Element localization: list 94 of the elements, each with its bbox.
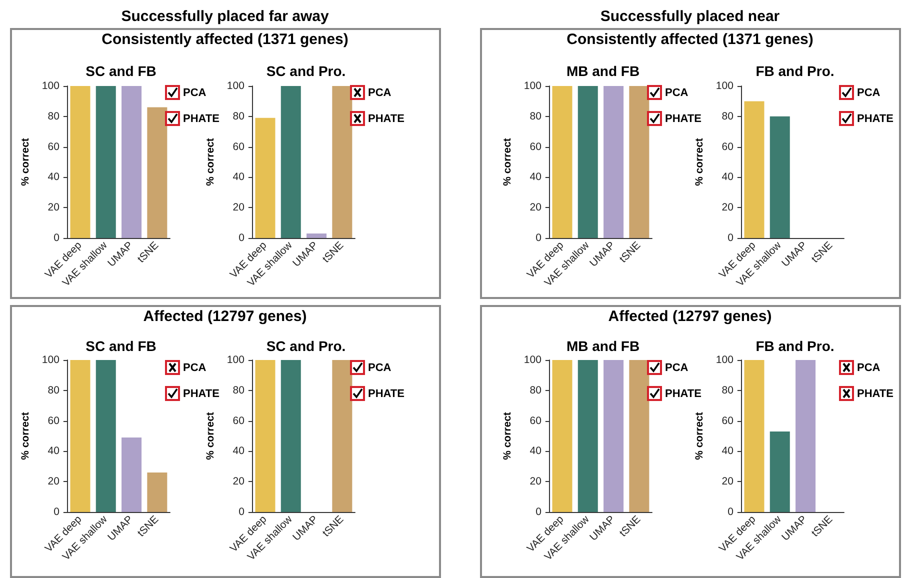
y-tick-label: 40 bbox=[722, 445, 734, 458]
y-tick-label: 80 bbox=[232, 110, 245, 122]
y-tick-label: 40 bbox=[48, 445, 60, 458]
text: PHATE bbox=[857, 388, 894, 400]
bar bbox=[255, 118, 276, 238]
y-tick-label: 0 bbox=[238, 232, 245, 244]
text: PHATE bbox=[368, 112, 404, 124]
text: PCA bbox=[368, 86, 392, 98]
y-tick-label: 60 bbox=[48, 140, 60, 153]
chart-title: SC and Pro. bbox=[266, 338, 346, 354]
text: PCA bbox=[183, 362, 206, 374]
y-tick-label: 20 bbox=[530, 476, 542, 488]
text: PHATE bbox=[183, 388, 220, 400]
y-tick-label: 0 bbox=[536, 232, 542, 244]
text: PHATE bbox=[665, 112, 702, 124]
chart-title: SC and FB bbox=[86, 63, 156, 79]
text: PCA bbox=[665, 86, 688, 98]
y-tick-label: 100 bbox=[42, 80, 60, 92]
text: PHATE bbox=[368, 388, 404, 400]
y-tick-label: 0 bbox=[54, 232, 60, 244]
y-tick-label: 0 bbox=[728, 506, 734, 518]
y-tick-label: 40 bbox=[722, 171, 734, 184]
bar bbox=[147, 472, 168, 512]
y-tick-label: 80 bbox=[48, 110, 60, 122]
y-tick-label: 20 bbox=[232, 202, 245, 214]
text: PCA bbox=[857, 86, 880, 98]
y-tick-label: 80 bbox=[722, 110, 734, 122]
y-tick-label: 40 bbox=[530, 171, 542, 184]
y-tick-label: 60 bbox=[530, 140, 542, 153]
text: Affected (12797 genes) bbox=[143, 308, 307, 325]
y-tick-label: 20 bbox=[48, 476, 60, 488]
y-tick-label: 20 bbox=[232, 476, 245, 488]
chart-title: MB and FB bbox=[566, 338, 640, 354]
text: PHATE bbox=[857, 112, 894, 124]
bar bbox=[306, 233, 327, 238]
y-axis-title: % correct bbox=[204, 412, 216, 460]
bar bbox=[332, 86, 352, 238]
text: Consistently affected (1371 genes) bbox=[102, 31, 348, 48]
y-tick-label: 100 bbox=[524, 80, 542, 92]
y-axis-title: % correct bbox=[20, 138, 32, 186]
y-tick-label: 80 bbox=[722, 384, 734, 396]
y-tick-label: 100 bbox=[716, 354, 734, 366]
text: PCA bbox=[857, 362, 880, 374]
text: Consistently affected (1371 genes) bbox=[566, 31, 814, 48]
text: Successfully placed far away bbox=[121, 8, 329, 25]
text: Successfully placed near bbox=[600, 8, 780, 25]
y-tick-label: 60 bbox=[232, 414, 245, 427]
y-tick-label: 100 bbox=[42, 354, 60, 366]
y-tick-label: 80 bbox=[48, 384, 60, 396]
y-tick-label: 20 bbox=[48, 202, 60, 214]
text: Affected (12797 genes) bbox=[608, 308, 772, 325]
y-tick-label: 100 bbox=[226, 80, 245, 92]
chart-title: SC and FB bbox=[86, 338, 156, 354]
y-tick-label: 60 bbox=[232, 140, 245, 153]
chart-title: FB and Pro. bbox=[756, 338, 834, 354]
text: PCA bbox=[368, 362, 392, 374]
y-tick-label: 80 bbox=[530, 384, 542, 396]
bar bbox=[280, 86, 301, 238]
y-tick-label: 60 bbox=[722, 414, 734, 427]
text: PCA bbox=[183, 86, 206, 98]
y-axis-title: % correct bbox=[502, 138, 514, 186]
y-tick-label: 100 bbox=[524, 354, 542, 366]
chart-title: SC and Pro. bbox=[266, 63, 346, 79]
y-axis-title: % correct bbox=[694, 138, 706, 186]
text: PHATE bbox=[183, 112, 220, 124]
y-tick-label: 60 bbox=[722, 140, 734, 153]
chart-title: MB and FB bbox=[566, 63, 640, 79]
y-tick-label: 40 bbox=[232, 445, 245, 458]
y-tick-label: 80 bbox=[232, 384, 245, 396]
text: PHATE bbox=[665, 388, 702, 400]
y-tick-label: 0 bbox=[728, 232, 734, 244]
bar bbox=[96, 360, 116, 512]
bar bbox=[122, 438, 142, 512]
y-tick-label: 100 bbox=[226, 354, 245, 366]
y-tick-label: 0 bbox=[238, 506, 245, 518]
y-tick-label: 0 bbox=[54, 506, 60, 518]
y-tick-label: 80 bbox=[530, 110, 542, 122]
y-tick-label: 0 bbox=[536, 506, 542, 518]
y-tick-label: 100 bbox=[716, 80, 734, 92]
y-tick-label: 20 bbox=[530, 202, 542, 214]
y-tick-label: 20 bbox=[722, 476, 734, 488]
y-tick-label: 40 bbox=[48, 171, 60, 184]
y-tick-label: 40 bbox=[530, 445, 542, 458]
y-axis-title: % correct bbox=[694, 412, 706, 460]
chart-title: FB and Pro. bbox=[756, 63, 834, 79]
y-tick-label: 20 bbox=[722, 202, 734, 214]
y-tick-label: 40 bbox=[232, 171, 245, 184]
y-tick-label: 60 bbox=[48, 414, 60, 427]
text: PCA bbox=[665, 362, 688, 374]
bar bbox=[70, 360, 90, 512]
y-axis-title: % correct bbox=[204, 138, 216, 186]
y-axis-title: % correct bbox=[20, 412, 32, 460]
y-tick-label: 60 bbox=[530, 414, 542, 427]
y-axis-title: % correct bbox=[502, 412, 514, 460]
